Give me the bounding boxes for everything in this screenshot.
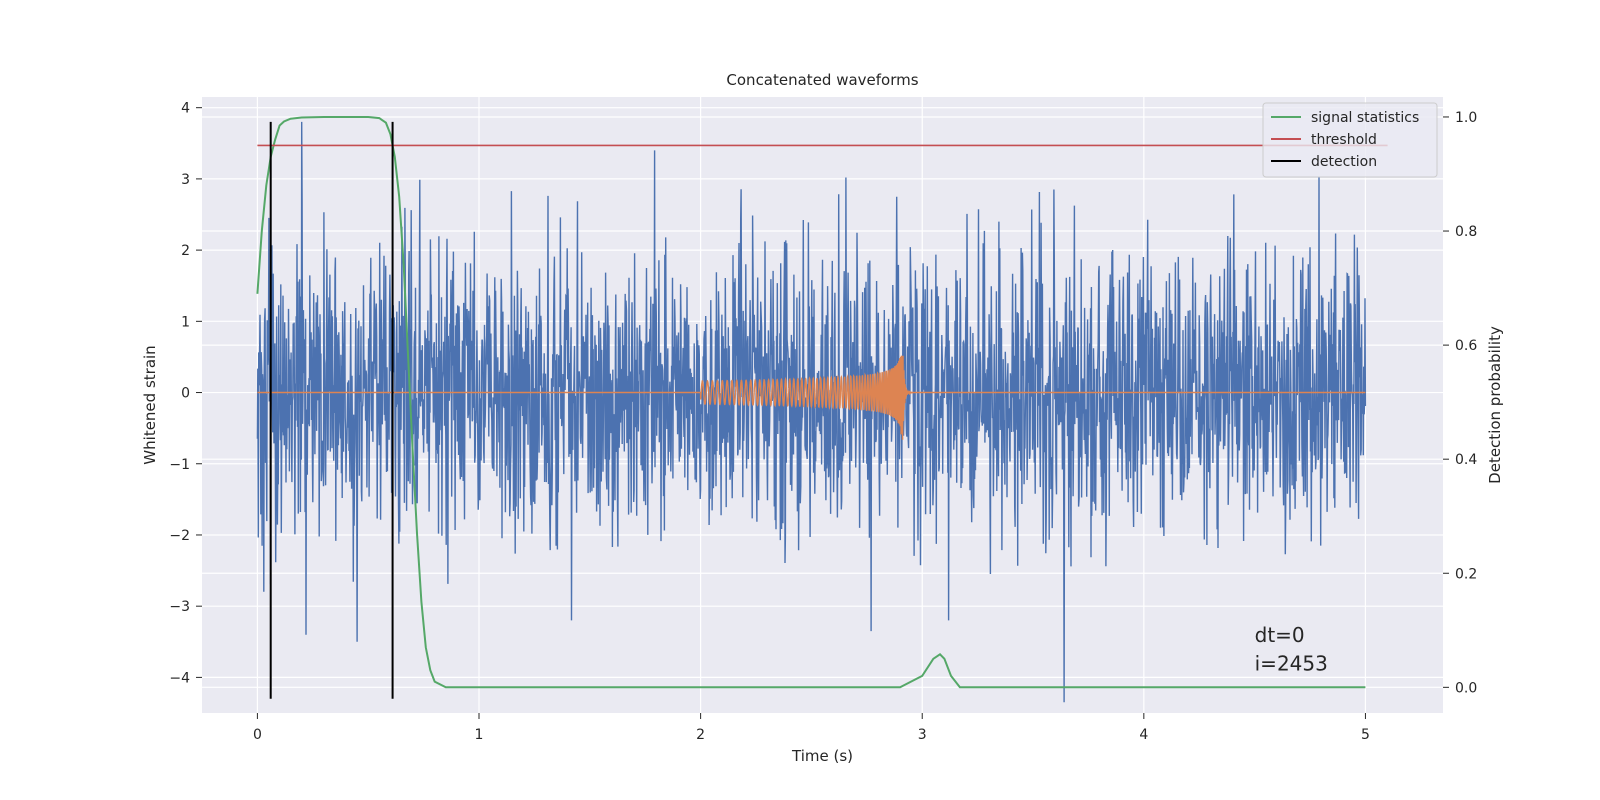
y-tick-label: 0 bbox=[181, 386, 190, 402]
annotation-dt: dt=0 bbox=[1255, 623, 1305, 647]
annotation-index: i=2453 bbox=[1255, 651, 1328, 675]
y2-tick-label: 0.6 bbox=[1455, 338, 1477, 354]
y2-tick-label: 0.0 bbox=[1455, 680, 1477, 696]
y-tick-label: −1 bbox=[169, 457, 190, 473]
x-tick-label: 4 bbox=[1139, 727, 1148, 743]
series-whitened-strain bbox=[256, 121, 1367, 703]
x-tick-label: 5 bbox=[1361, 727, 1370, 743]
series-chirp-waveform bbox=[257, 355, 1366, 440]
y2-tick-label: 0.8 bbox=[1455, 224, 1477, 240]
legend: signal statistics threshold detection bbox=[1262, 102, 1438, 178]
chart-title: Concatenated waveforms bbox=[726, 71, 918, 89]
legend-box bbox=[1262, 102, 1438, 178]
x-tick-label: 3 bbox=[918, 727, 927, 743]
series-signal-statistics bbox=[256, 116, 1366, 689]
legend-label: threshold bbox=[1311, 132, 1377, 148]
y2-axis-label: Detection probability bbox=[1486, 326, 1504, 484]
series-layer bbox=[256, 116, 1388, 703]
x-tick-label: 2 bbox=[696, 727, 705, 743]
legend-label: detection bbox=[1311, 154, 1377, 170]
y2-tick-label: 1.0 bbox=[1455, 110, 1477, 126]
y-tick-label: −3 bbox=[169, 599, 190, 615]
legend-label: signal statistics bbox=[1311, 110, 1419, 126]
y-tick-label: −4 bbox=[169, 670, 190, 686]
y-tick-label: −2 bbox=[169, 528, 190, 544]
y-tick-label: 3 bbox=[181, 172, 190, 188]
x-tick-label: 1 bbox=[475, 727, 484, 743]
y-tick-label: 4 bbox=[181, 101, 190, 117]
x-axis-label: Time (s) bbox=[791, 747, 853, 765]
x-tick-label: 0 bbox=[253, 727, 262, 743]
axes: 0 1 2 3 4 5 −4 −3 −2 −1 0 1 2 3 4 0.0 0.2 0.4 0.6 0.8 1.0 bbox=[169, 101, 1477, 743]
y-tick-label: 2 bbox=[181, 243, 190, 259]
y2-tick-label: 0.4 bbox=[1455, 452, 1477, 468]
y2-tick-label: 0.2 bbox=[1455, 566, 1477, 582]
y-axis-label: Whitened strain bbox=[141, 345, 159, 464]
y-tick-label: 1 bbox=[181, 314, 190, 330]
